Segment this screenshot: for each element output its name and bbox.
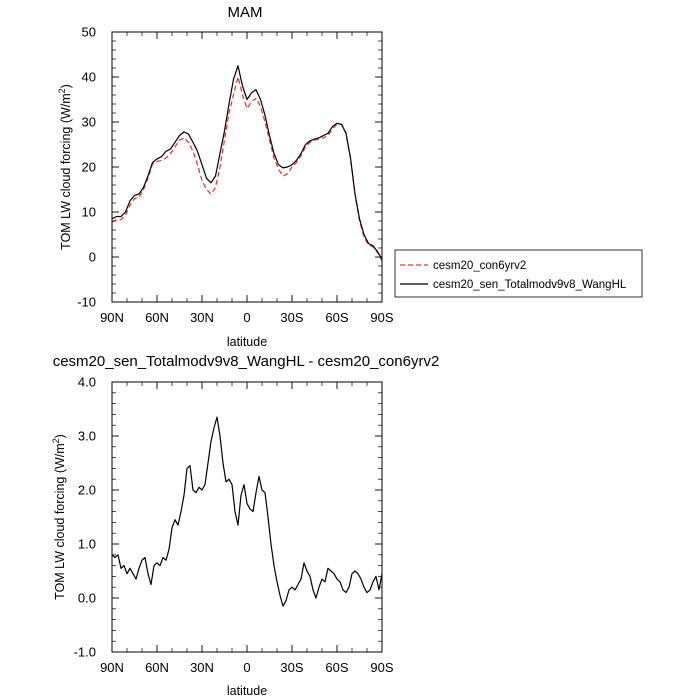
y-tick-label: 30 — [82, 115, 96, 130]
legend-label-totalmod: cesm20_sen_Totalmodv9v8_WangHL — [433, 279, 627, 291]
bottom-y-axis-label-main: TOM LW cloud forcing (W/m — [53, 443, 67, 600]
bottom-plot-title: cesm20_sen_Totalmodv9v8_WangHL - cesm20_… — [53, 353, 440, 370]
y-tick-label: 2.0 — [78, 483, 96, 498]
y-tick-label: -10 — [77, 295, 96, 310]
bottom-y-axis-label: TOM LW cloud forcing (W/m2) — [51, 434, 67, 600]
bottom-plot-series — [111, 416, 383, 607]
y-tick-label: 0 — [89, 250, 96, 265]
legend: cesm20_con6yrv2 cesm20_sen_Totalmodv9v8_… — [394, 249, 643, 298]
top-axis-ticks: 90N 60N 30N 0 30S 60S 90S -10 0 10 20 30 40 50 — [77, 25, 394, 326]
top-y-axis-label-end: ) — [59, 84, 73, 88]
x-tick-label: 30S — [280, 660, 303, 675]
series-line-1-0 — [111, 416, 383, 607]
y-tick-label: 3.0 — [78, 429, 96, 444]
top-y-axis-label-main: TOM LW cloud forcing (W/m — [59, 93, 73, 250]
svg-text:TOM LW cloud forcing (W/m2): TOM LW cloud forcing (W/m2) — [57, 84, 73, 250]
top-x-axis-label: latitude — [227, 335, 267, 349]
x-tick-label: 30N — [190, 660, 214, 675]
series-line-0-0 — [111, 76, 383, 261]
y-tick-label: 0.0 — [78, 591, 96, 606]
bottom-panel: cesm20_sen_Totalmodv9v8_WangHL - cesm20_… — [51, 353, 439, 698]
x-tick-label: 90S — [370, 660, 393, 675]
x-tick-label: 30N — [190, 310, 214, 325]
x-tick-label: 60S — [325, 660, 348, 675]
x-tick-label: 0 — [243, 660, 250, 675]
top-plot-series — [111, 65, 383, 261]
bottom-axis-ticks: 90N 60N 30N 0 30S 60S 90S -1.0 0.0 1.0 2.0 3.0 4.0 — [74, 375, 394, 676]
series-line-0-1 — [111, 65, 383, 260]
x-tick-label: 90N — [100, 310, 124, 325]
legend-label-con6yrv2: cesm20_con6yrv2 — [433, 260, 526, 272]
top-plot-frame — [111, 31, 383, 303]
x-tick-label: 90S — [370, 310, 393, 325]
y-tick-label: 40 — [82, 70, 96, 85]
top-plot-title: MAM — [228, 4, 263, 21]
bottom-y-axis-label-end: ) — [53, 434, 67, 438]
svg-text:TOM LW cloud forcing (W/m2): TOM LW cloud forcing (W/m2) — [51, 434, 67, 600]
y-tick-label: 10 — [82, 205, 96, 220]
bottom-y-axis-label-sup: 2 — [51, 438, 61, 443]
bottom-plot-frame — [111, 381, 383, 653]
y-tick-label: 4.0 — [78, 375, 96, 390]
y-tick-label: 20 — [82, 160, 96, 175]
x-tick-label: 60S — [325, 310, 348, 325]
legend-box — [394, 249, 643, 298]
y-tick-label: 1.0 — [78, 537, 96, 552]
top-y-axis-label-sup: 2 — [57, 88, 67, 93]
x-tick-label: 60N — [145, 310, 169, 325]
x-tick-label: 60N — [145, 660, 169, 675]
y-tick-label: -1.0 — [74, 645, 96, 660]
y-tick-label: 50 — [82, 25, 96, 40]
bottom-x-axis-label: latitude — [227, 684, 267, 698]
top-y-axis-label: TOM LW cloud forcing (W/m2) — [57, 84, 73, 250]
top-panel: MAM 90N 60N 30N 0 30S 60S 90S -10 0 10 20 30 40 50 TO… — [57, 4, 394, 349]
x-tick-label: 30S — [280, 310, 303, 325]
x-tick-label: 90N — [100, 660, 124, 675]
x-tick-label: 0 — [243, 310, 250, 325]
